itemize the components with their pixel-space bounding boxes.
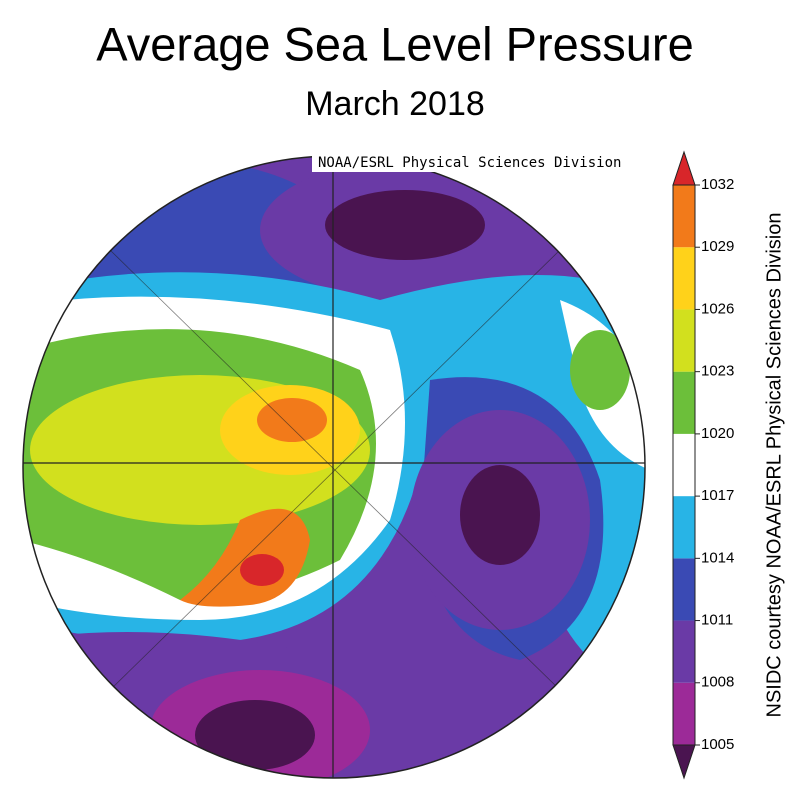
colorbar-tick-label: 1020 <box>701 425 734 442</box>
colorbar-tick-label: 1008 <box>701 674 734 691</box>
colorbar-band <box>673 496 695 559</box>
colorbar-tick-label: 1011 <box>701 612 733 629</box>
title: Average Sea Level Pressure <box>96 17 693 70</box>
side-credit: NSIDC courtesy NOAA/ESRL Physical Scienc… <box>763 213 785 718</box>
colorbar-band <box>673 620 695 683</box>
colorbar-tick-label: 1005 <box>701 736 734 753</box>
colorbar-band <box>673 247 695 310</box>
colorbar-end <box>672 744 696 780</box>
colorbar-band <box>673 185 695 248</box>
map <box>23 156 645 778</box>
colorbar-band <box>673 558 695 621</box>
colorbar-end <box>672 150 696 186</box>
colorbar-band <box>673 682 695 745</box>
colorbar-tick-label: 1023 <box>701 363 734 380</box>
colorbar-tick-label: 1029 <box>701 238 734 255</box>
colorbar-tick-label: 1017 <box>701 487 734 504</box>
colorbar-tick-label: 1032 <box>701 176 734 193</box>
map-credit: NOAA/ESRL Physical Sciences Division <box>318 155 621 171</box>
colorbar-tick-label: 1026 <box>701 300 734 317</box>
colorbar-band <box>673 433 695 497</box>
colorbar-frame <box>672 184 696 746</box>
colorbar-tick-label: 1014 <box>701 549 734 566</box>
colorbar-band <box>673 309 695 372</box>
credit-box <box>312 152 642 172</box>
colorbar: 1005 1008 1011 1014 1017 1020 1023 1026 1029 1032 <box>672 150 734 780</box>
subtitle: March 2018 <box>305 85 485 123</box>
colorbar-band <box>673 371 695 434</box>
